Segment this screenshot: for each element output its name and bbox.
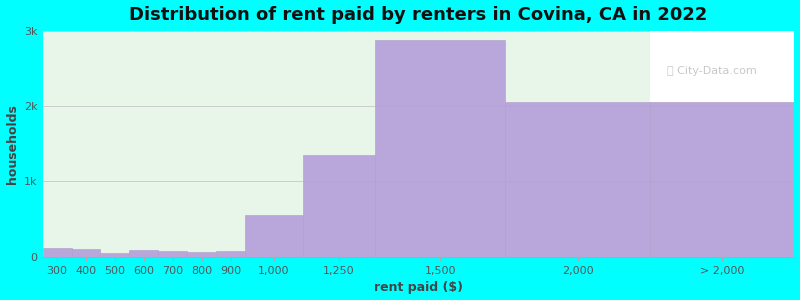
Bar (42, 248, 71, 257)
Title: Distribution of rent paid by renters in Covina, CA in 2022: Distribution of rent paid by renters in … (130, 6, 708, 24)
Bar (303, 155, 375, 257)
X-axis label: rent paid ($): rent paid ($) (374, 281, 463, 294)
Bar (216, 251, 245, 257)
Bar (506, 102, 650, 257)
FancyBboxPatch shape (650, 31, 794, 102)
Bar (650, 102, 794, 257)
Bar (130, 250, 158, 257)
Bar (71, 249, 101, 257)
Bar (245, 215, 303, 257)
Bar (375, 40, 506, 257)
Bar (187, 252, 216, 257)
Bar (158, 251, 187, 257)
Y-axis label: households: households (6, 104, 18, 184)
Text: ⓘ City-Data.com: ⓘ City-Data.com (666, 66, 756, 76)
Bar (101, 253, 130, 257)
